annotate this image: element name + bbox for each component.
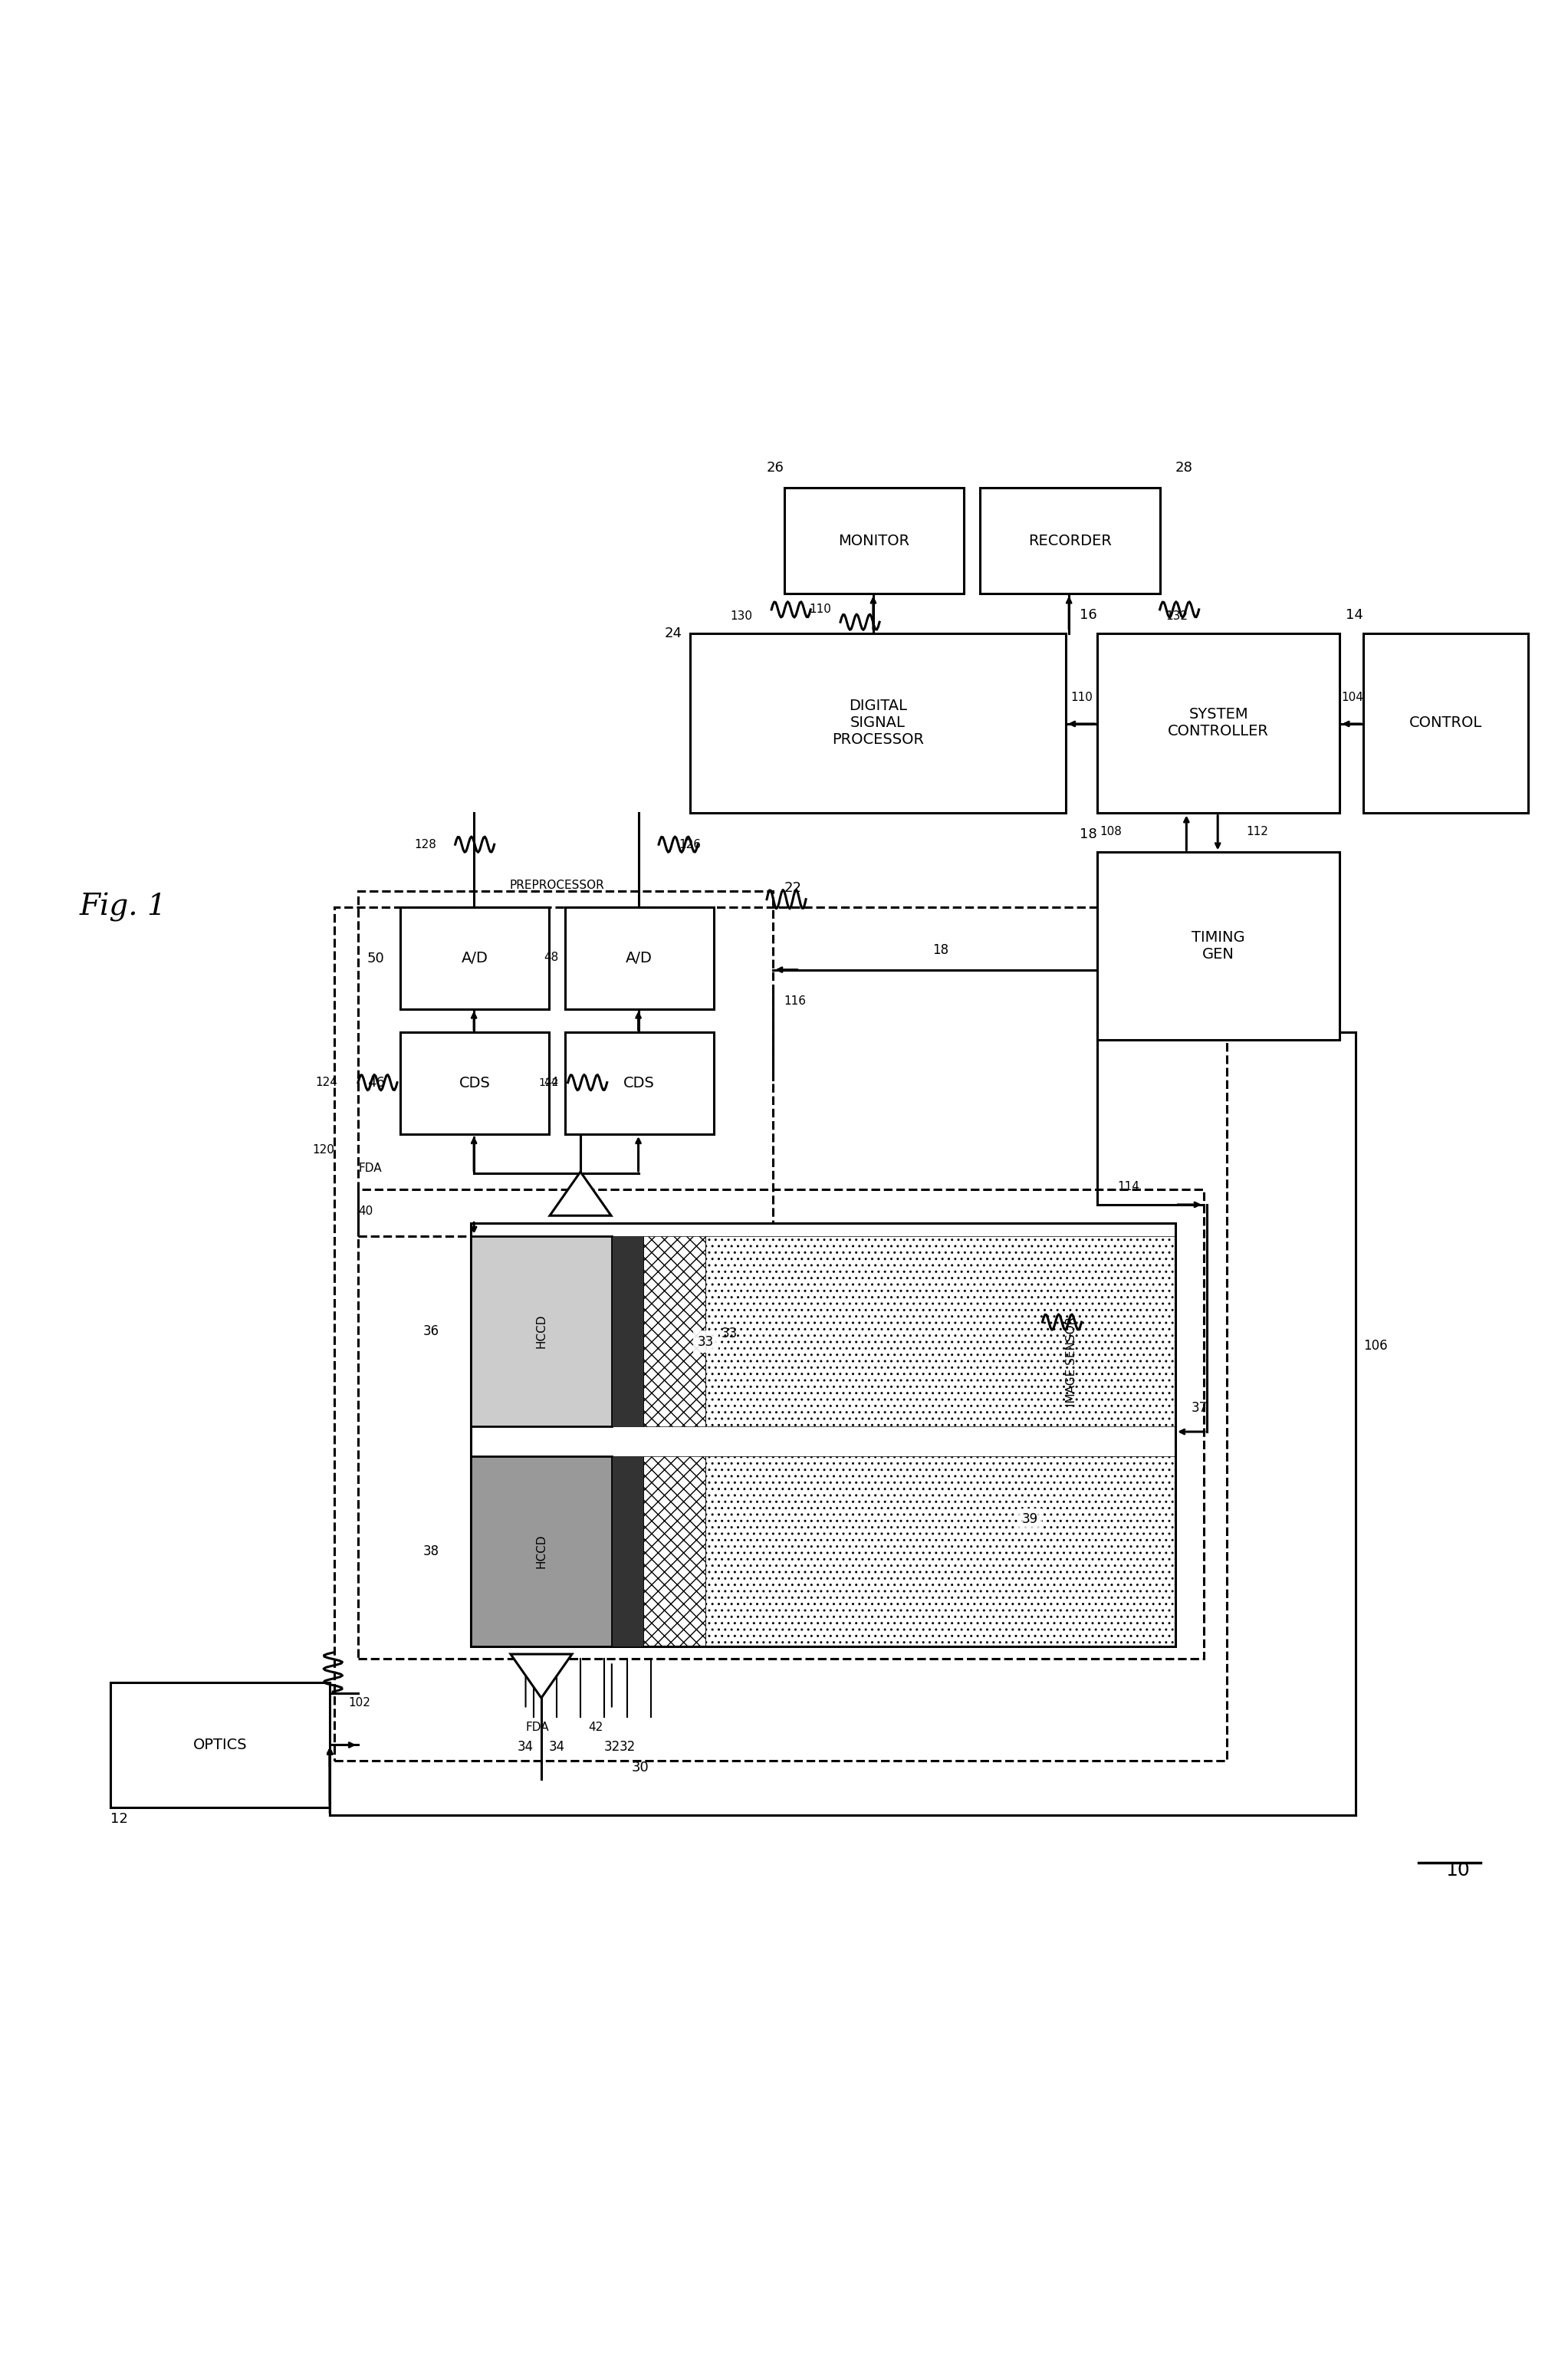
- Text: FDA: FDA: [525, 1722, 549, 1734]
- Text: CONTROL: CONTROL: [1410, 716, 1482, 730]
- Bar: [643, 1237, 706, 1427]
- Bar: [643, 1455, 706, 1646]
- Text: 128: 128: [414, 839, 436, 851]
- Bar: [400, 1032, 549, 1134]
- Text: 42: 42: [588, 1722, 604, 1734]
- Text: 18: 18: [1080, 828, 1098, 842]
- Text: HCCD: HCCD: [536, 1315, 547, 1348]
- Text: 20: 20: [1066, 1329, 1082, 1344]
- Text: 114: 114: [1118, 1179, 1140, 1191]
- Text: TIMING
GEN: TIMING GEN: [1192, 930, 1245, 963]
- Text: 10: 10: [1446, 1862, 1469, 1879]
- Text: 32: 32: [604, 1741, 619, 1755]
- Bar: [470, 1222, 1176, 1646]
- Bar: [1098, 851, 1341, 1039]
- Text: 33: 33: [721, 1327, 737, 1341]
- Text: FDA: FDA: [358, 1163, 381, 1175]
- Text: 102: 102: [348, 1698, 370, 1707]
- Bar: [470, 1455, 612, 1646]
- Text: MONITOR: MONITOR: [839, 533, 909, 547]
- Bar: [358, 892, 773, 1237]
- Text: 40: 40: [358, 1206, 373, 1218]
- Text: DIGITAL
SIGNAL
PROCESSOR: DIGITAL SIGNAL PROCESSOR: [833, 699, 924, 747]
- Text: 132: 132: [1167, 611, 1189, 621]
- Text: 110: 110: [809, 604, 831, 616]
- Text: 122: 122: [538, 1077, 558, 1087]
- Text: A/D: A/D: [626, 951, 652, 965]
- Text: 38: 38: [423, 1543, 439, 1558]
- Text: 24: 24: [665, 625, 682, 640]
- Text: 116: 116: [784, 996, 806, 1006]
- Text: 34: 34: [549, 1741, 564, 1755]
- Text: 106: 106: [1363, 1339, 1388, 1353]
- Text: 44: 44: [544, 1077, 558, 1089]
- Text: 26: 26: [767, 461, 784, 476]
- Text: 37: 37: [1192, 1401, 1207, 1415]
- Text: OPTICS: OPTICS: [193, 1738, 248, 1753]
- Text: CDS: CDS: [624, 1075, 655, 1092]
- Text: SYSTEM
CONTROLLER: SYSTEM CONTROLLER: [1168, 706, 1269, 740]
- Text: 120: 120: [312, 1144, 334, 1156]
- Bar: [334, 906, 1228, 1760]
- Bar: [1363, 633, 1527, 813]
- Text: Fig. 1: Fig. 1: [80, 892, 166, 923]
- Text: 36: 36: [423, 1325, 439, 1339]
- Text: IMAGE SENSOR: IMAGE SENSOR: [1066, 1317, 1077, 1405]
- Bar: [980, 487, 1160, 594]
- Text: A/D: A/D: [461, 951, 488, 965]
- Bar: [612, 1237, 643, 1427]
- Text: CDS: CDS: [459, 1075, 491, 1092]
- Bar: [400, 906, 549, 1008]
- Text: 39: 39: [1022, 1512, 1038, 1527]
- Text: 48: 48: [544, 951, 558, 963]
- Text: 130: 130: [731, 611, 753, 621]
- Bar: [784, 487, 964, 594]
- Polygon shape: [550, 1172, 612, 1215]
- Text: 124: 124: [315, 1077, 337, 1089]
- Text: 28: 28: [1176, 461, 1193, 476]
- Text: 33: 33: [698, 1334, 713, 1348]
- Text: 34: 34: [517, 1741, 533, 1755]
- Text: HCCD: HCCD: [536, 1534, 547, 1567]
- Text: 126: 126: [679, 839, 701, 851]
- Bar: [111, 1681, 329, 1807]
- Text: 18: 18: [933, 944, 949, 958]
- Bar: [690, 633, 1066, 813]
- Text: 14: 14: [1345, 609, 1363, 623]
- Bar: [706, 1455, 1176, 1646]
- Bar: [612, 1455, 643, 1646]
- Text: 50: 50: [367, 951, 384, 965]
- Text: 12: 12: [111, 1812, 129, 1826]
- Bar: [1098, 633, 1341, 813]
- Bar: [706, 1237, 1176, 1427]
- Text: PREPROCESSOR: PREPROCESSOR: [510, 880, 604, 892]
- Text: 46: 46: [367, 1075, 384, 1089]
- Bar: [564, 1032, 713, 1134]
- Bar: [358, 1189, 1204, 1660]
- Polygon shape: [511, 1655, 572, 1698]
- Text: IMAGE SENSOR: IMAGE SENSOR: [1101, 1298, 1113, 1389]
- Text: 22: 22: [784, 880, 801, 894]
- Bar: [470, 1237, 612, 1427]
- Text: 112: 112: [1247, 825, 1269, 837]
- Text: 32: 32: [619, 1741, 635, 1755]
- Text: 16: 16: [1080, 609, 1098, 623]
- Bar: [564, 906, 713, 1008]
- Text: RECORDER: RECORDER: [1029, 533, 1112, 547]
- Text: 104: 104: [1341, 692, 1364, 704]
- Text: 108: 108: [1101, 825, 1123, 837]
- Text: 110: 110: [1071, 692, 1093, 704]
- Text: 30: 30: [632, 1760, 649, 1774]
